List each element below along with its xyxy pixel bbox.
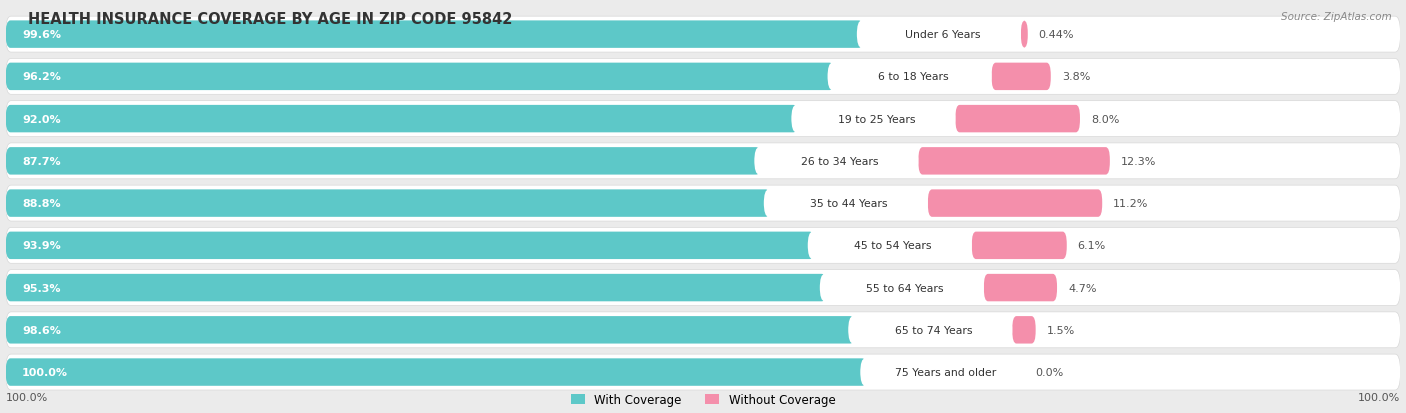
FancyBboxPatch shape [6,190,770,217]
FancyBboxPatch shape [848,316,1012,344]
FancyBboxPatch shape [6,232,814,259]
Text: 93.9%: 93.9% [22,241,60,251]
Text: 3.8%: 3.8% [1062,72,1090,82]
FancyBboxPatch shape [6,64,834,91]
Text: 100.0%: 100.0% [6,392,48,401]
Text: 6.1%: 6.1% [1078,241,1107,251]
FancyBboxPatch shape [1012,316,1036,344]
FancyBboxPatch shape [6,270,1400,306]
FancyBboxPatch shape [820,274,984,301]
Text: 26 to 34 Years: 26 to 34 Years [801,157,879,166]
FancyBboxPatch shape [860,358,1025,386]
FancyBboxPatch shape [6,59,1400,95]
Text: 8.0%: 8.0% [1091,114,1119,124]
Text: 99.6%: 99.6% [22,30,60,40]
Text: 75 Years and older: 75 Years and older [896,367,997,377]
Text: HEALTH INSURANCE COVERAGE BY AGE IN ZIP CODE 95842: HEALTH INSURANCE COVERAGE BY AGE IN ZIP … [28,12,513,27]
FancyBboxPatch shape [6,316,855,344]
Text: 6 to 18 Years: 6 to 18 Years [877,72,948,82]
Text: 19 to 25 Years: 19 to 25 Years [838,114,915,124]
FancyBboxPatch shape [1021,21,1028,49]
FancyBboxPatch shape [6,358,868,386]
FancyBboxPatch shape [972,232,1067,259]
FancyBboxPatch shape [6,102,1400,137]
FancyBboxPatch shape [918,148,1109,175]
FancyBboxPatch shape [6,354,1400,390]
FancyBboxPatch shape [828,64,991,91]
Text: 35 to 44 Years: 35 to 44 Years [810,199,889,209]
FancyBboxPatch shape [792,106,956,133]
Text: 100.0%: 100.0% [1358,392,1400,401]
Text: 11.2%: 11.2% [1114,199,1149,209]
Text: 12.3%: 12.3% [1121,157,1156,166]
Text: 55 to 64 Years: 55 to 64 Years [866,283,943,293]
Text: 65 to 74 Years: 65 to 74 Years [896,325,973,335]
FancyBboxPatch shape [6,21,863,49]
FancyBboxPatch shape [956,106,1080,133]
Text: 4.7%: 4.7% [1069,283,1097,293]
Text: Under 6 Years: Under 6 Years [904,30,980,40]
Text: 92.0%: 92.0% [22,114,60,124]
FancyBboxPatch shape [6,274,827,301]
Text: 1.5%: 1.5% [1046,325,1074,335]
Text: 88.8%: 88.8% [22,199,60,209]
FancyBboxPatch shape [928,190,1102,217]
Text: Source: ZipAtlas.com: Source: ZipAtlas.com [1281,12,1392,22]
Text: 0.0%: 0.0% [1035,367,1063,377]
Legend: With Coverage, Without Coverage: With Coverage, Without Coverage [565,389,841,411]
Text: 95.3%: 95.3% [22,283,60,293]
FancyBboxPatch shape [856,21,1021,49]
FancyBboxPatch shape [6,144,1400,179]
FancyBboxPatch shape [754,148,918,175]
FancyBboxPatch shape [6,228,1400,263]
FancyBboxPatch shape [6,148,761,175]
Text: 45 to 54 Years: 45 to 54 Years [855,241,932,251]
Text: 87.7%: 87.7% [22,157,60,166]
FancyBboxPatch shape [763,190,928,217]
FancyBboxPatch shape [807,232,972,259]
FancyBboxPatch shape [6,17,1400,53]
Text: 96.2%: 96.2% [22,72,60,82]
FancyBboxPatch shape [6,312,1400,348]
Text: 98.6%: 98.6% [22,325,60,335]
Text: 100.0%: 100.0% [22,367,67,377]
FancyBboxPatch shape [991,64,1050,91]
FancyBboxPatch shape [984,274,1057,301]
FancyBboxPatch shape [6,186,1400,221]
FancyBboxPatch shape [6,106,799,133]
Text: 0.44%: 0.44% [1039,30,1074,40]
